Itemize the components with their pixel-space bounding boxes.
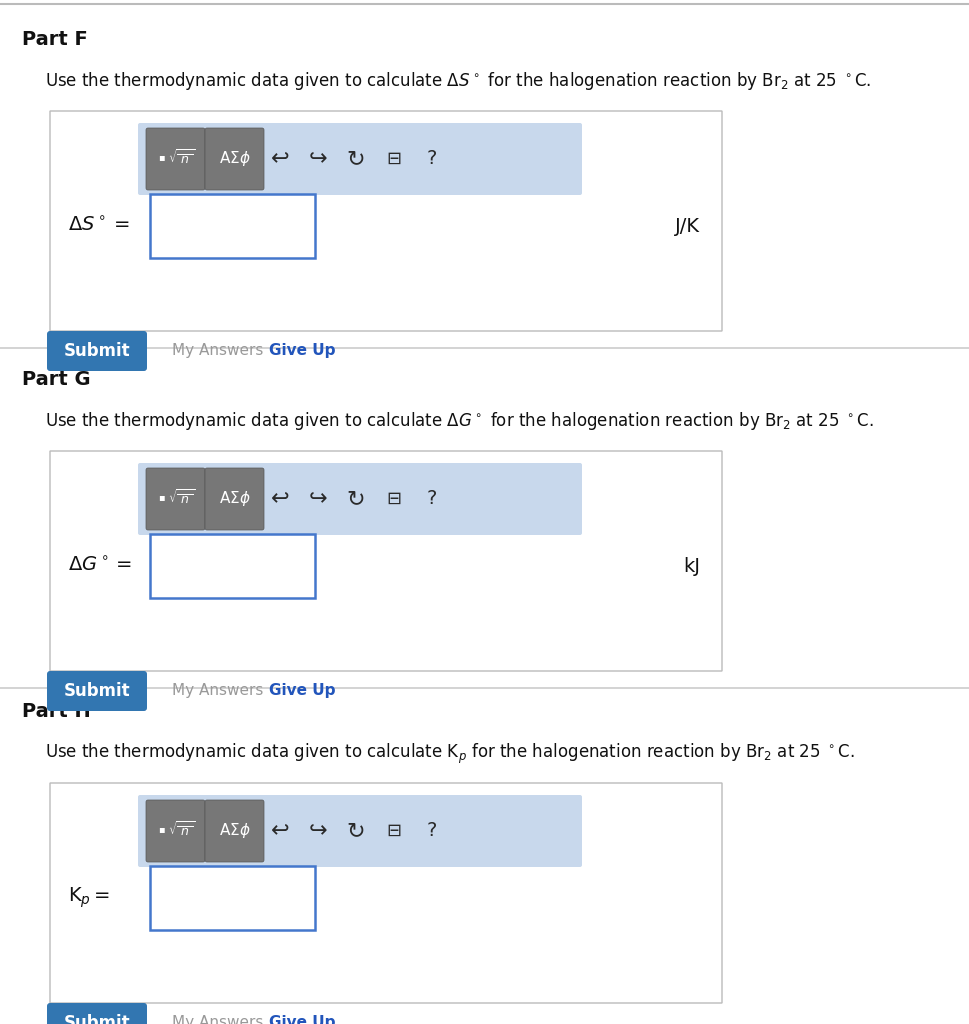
Text: Use the thermodynamic data given to calculate $\mathrm{K}_p$ for the halogenatio: Use the thermodynamic data given to calc… bbox=[45, 742, 855, 766]
Text: J/K: J/K bbox=[675, 216, 700, 236]
Text: ?: ? bbox=[426, 821, 437, 841]
Text: Part H: Part H bbox=[22, 702, 91, 721]
Text: $\mathrm{A}\Sigma\phi$: $\mathrm{A}\Sigma\phi$ bbox=[219, 821, 250, 841]
Text: Use the thermodynamic data given to calculate $\Delta S^\circ$ for the halogenat: Use the thermodynamic data given to calc… bbox=[45, 70, 871, 92]
Text: ↩: ↩ bbox=[270, 489, 290, 509]
Text: ↪: ↪ bbox=[309, 489, 328, 509]
Text: Use the thermodynamic data given to calculate $\Delta G^\circ$ for the halogenat: Use the thermodynamic data given to calc… bbox=[45, 410, 874, 432]
Text: ↩: ↩ bbox=[270, 821, 290, 841]
FancyBboxPatch shape bbox=[146, 128, 205, 190]
FancyBboxPatch shape bbox=[138, 463, 582, 535]
Text: ?: ? bbox=[426, 489, 437, 509]
Text: Give Up: Give Up bbox=[269, 343, 335, 358]
Text: Submit: Submit bbox=[64, 1014, 130, 1024]
FancyBboxPatch shape bbox=[50, 783, 722, 1002]
Text: $\Delta G^\circ =$: $\Delta G^\circ =$ bbox=[68, 556, 133, 575]
FancyBboxPatch shape bbox=[50, 111, 722, 331]
Text: ▪: ▪ bbox=[159, 152, 165, 162]
Text: ▪: ▪ bbox=[159, 492, 165, 502]
Text: ⊟: ⊟ bbox=[387, 822, 401, 840]
FancyBboxPatch shape bbox=[50, 451, 722, 671]
Text: ↪: ↪ bbox=[309, 150, 328, 169]
FancyBboxPatch shape bbox=[47, 671, 147, 711]
Text: ↻: ↻ bbox=[347, 821, 365, 841]
FancyBboxPatch shape bbox=[47, 331, 147, 371]
FancyBboxPatch shape bbox=[205, 128, 264, 190]
FancyBboxPatch shape bbox=[205, 468, 264, 530]
Text: $\Delta S^\circ =$: $\Delta S^\circ =$ bbox=[68, 216, 130, 236]
Text: Part F: Part F bbox=[22, 30, 88, 49]
Text: ⊟: ⊟ bbox=[387, 150, 401, 168]
Text: Part G: Part G bbox=[22, 370, 91, 389]
FancyBboxPatch shape bbox=[205, 800, 264, 862]
Text: $\mathrm{A}\Sigma\phi$: $\mathrm{A}\Sigma\phi$ bbox=[219, 489, 250, 509]
Text: ⊟: ⊟ bbox=[387, 490, 401, 508]
Text: $\sqrt{\overline{\;n\;}}$: $\sqrt{\overline{\;n\;}}$ bbox=[169, 821, 196, 840]
Bar bbox=[150, 534, 315, 598]
Text: ↪: ↪ bbox=[309, 821, 328, 841]
Text: My Answers: My Answers bbox=[172, 343, 264, 358]
Text: Submit: Submit bbox=[64, 682, 130, 700]
Text: $\mathrm{K}_p =$: $\mathrm{K}_p =$ bbox=[68, 886, 110, 910]
Text: $\sqrt{\overline{\;n\;}}$: $\sqrt{\overline{\;n\;}}$ bbox=[169, 148, 196, 167]
FancyBboxPatch shape bbox=[146, 800, 205, 862]
Text: Give Up: Give Up bbox=[269, 683, 335, 698]
FancyBboxPatch shape bbox=[138, 795, 582, 867]
Text: ↩: ↩ bbox=[270, 150, 290, 169]
Text: Give Up: Give Up bbox=[269, 1016, 335, 1024]
Text: ?: ? bbox=[426, 150, 437, 169]
Text: $\mathrm{A}\Sigma\phi$: $\mathrm{A}\Sigma\phi$ bbox=[219, 150, 250, 169]
FancyBboxPatch shape bbox=[47, 1002, 147, 1024]
FancyBboxPatch shape bbox=[146, 468, 205, 530]
FancyBboxPatch shape bbox=[138, 123, 582, 195]
Bar bbox=[150, 194, 315, 258]
Text: $\sqrt{\overline{\;n\;}}$: $\sqrt{\overline{\;n\;}}$ bbox=[169, 488, 196, 507]
Text: ▪: ▪ bbox=[159, 824, 165, 834]
Text: My Answers: My Answers bbox=[172, 683, 264, 698]
Text: ↻: ↻ bbox=[347, 489, 365, 509]
Text: My Answers: My Answers bbox=[172, 1016, 264, 1024]
Text: Submit: Submit bbox=[64, 342, 130, 360]
Bar bbox=[150, 866, 315, 930]
Text: kJ: kJ bbox=[683, 556, 700, 575]
Text: ↻: ↻ bbox=[347, 150, 365, 169]
